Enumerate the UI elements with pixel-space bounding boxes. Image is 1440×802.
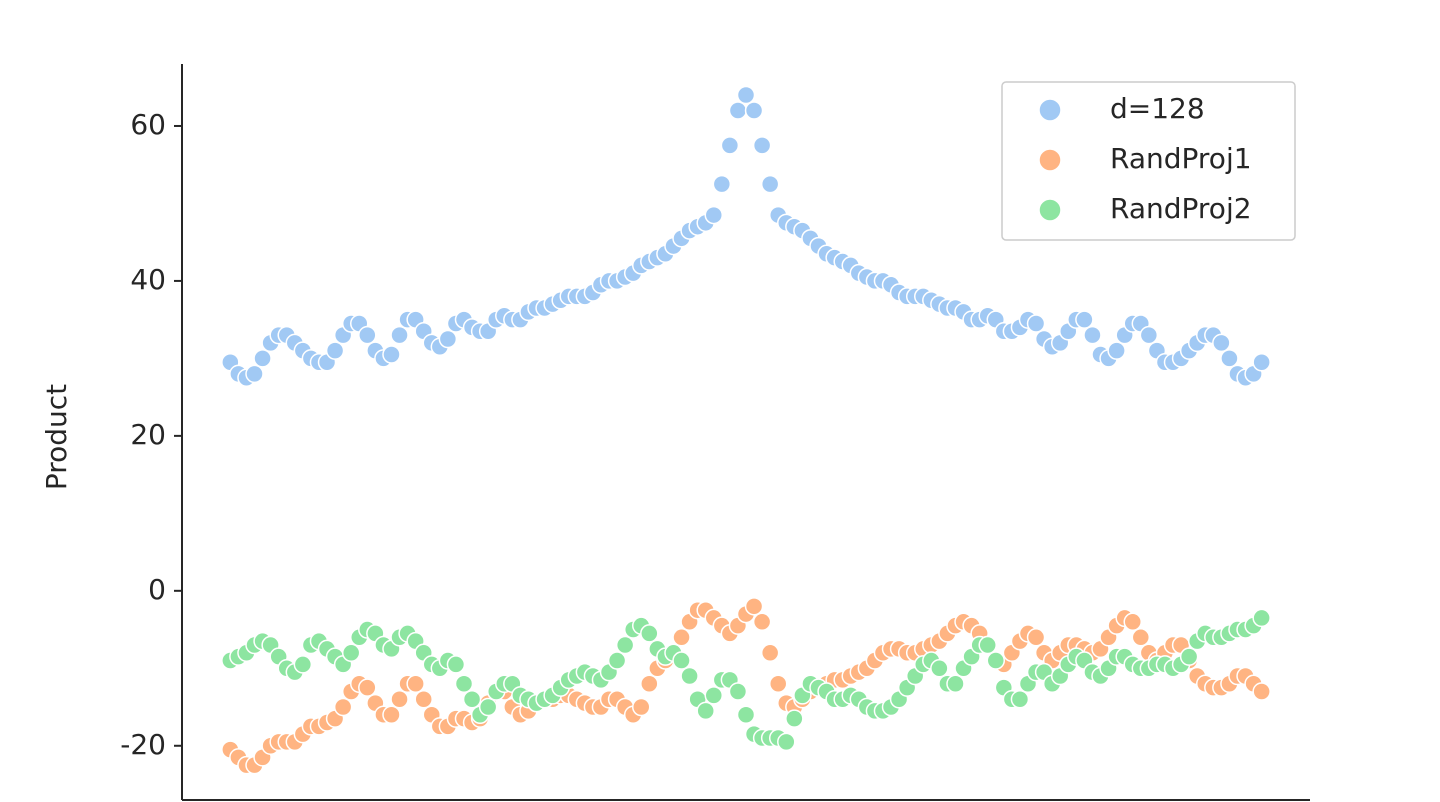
y-tick-label: 40: [130, 263, 166, 296]
y-tick-label: 0: [148, 573, 166, 606]
point: [760, 174, 780, 194]
point: [1252, 353, 1271, 372]
legend: d=128 RandProj1 RandProj2: [1001, 81, 1296, 241]
point: [704, 205, 724, 225]
point: [390, 325, 409, 345]
point: [325, 341, 345, 360]
point: [978, 635, 997, 655]
point: [712, 174, 732, 194]
point: [1131, 628, 1151, 647]
point: [777, 732, 796, 752]
point: [390, 690, 409, 709]
point: [333, 697, 353, 717]
point: [478, 697, 498, 717]
legend-marker: [1038, 98, 1062, 122]
point: [1107, 341, 1126, 360]
point: [680, 666, 699, 686]
points: [221, 85, 1271, 775]
point: [1139, 325, 1159, 345]
point: [293, 655, 313, 674]
point: [1212, 333, 1231, 353]
point: [253, 349, 272, 368]
point: [1075, 310, 1094, 329]
point: [785, 709, 804, 728]
point: [946, 674, 965, 694]
point: [382, 705, 401, 725]
point: [446, 655, 466, 674]
point: [696, 701, 715, 721]
point: [615, 635, 635, 655]
point: [728, 101, 748, 120]
point: [1026, 314, 1046, 333]
point: [768, 674, 788, 694]
legend-box: [1001, 81, 1296, 241]
y-tick-label: 60: [130, 108, 166, 141]
point: [744, 597, 764, 616]
point: [752, 136, 772, 155]
point: [744, 101, 764, 120]
point: [1252, 682, 1271, 701]
point: [1083, 325, 1102, 345]
point: [341, 643, 361, 663]
point: [986, 651, 1006, 670]
point: [752, 612, 772, 632]
point: [720, 136, 740, 155]
legend-label: RandProj2: [1110, 192, 1252, 225]
point: [632, 697, 651, 717]
legend-marker: [1038, 148, 1062, 172]
point: [760, 643, 780, 663]
point: [1026, 628, 1046, 647]
point: [245, 364, 264, 384]
point: [358, 678, 377, 697]
point: [1252, 608, 1271, 628]
point: [704, 686, 724, 705]
point: [728, 682, 748, 701]
point: [640, 624, 659, 643]
point: [454, 674, 474, 694]
point: [736, 85, 756, 105]
point: [640, 674, 659, 694]
point: [438, 329, 458, 349]
axes: -20 0 20 40 60: [120, 64, 1310, 801]
point: [607, 651, 627, 670]
point: [672, 651, 691, 670]
y-tick-label: 20: [130, 418, 166, 451]
y-tick-label: -20: [120, 728, 166, 761]
point: [462, 690, 482, 709]
point: [672, 628, 691, 647]
legend-label: RandProj1: [1110, 142, 1252, 175]
point: [1123, 612, 1142, 632]
point: [736, 705, 756, 725]
point: [930, 659, 949, 678]
point: [1179, 647, 1199, 666]
point: [358, 325, 377, 345]
point: [1220, 349, 1239, 368]
point: [414, 690, 433, 709]
y-axis-label: Product: [40, 384, 73, 490]
point: [406, 674, 425, 694]
legend-label: d=128: [1110, 92, 1205, 125]
legend-marker: [1038, 198, 1062, 222]
point: [1010, 690, 1030, 709]
point: [382, 345, 401, 364]
